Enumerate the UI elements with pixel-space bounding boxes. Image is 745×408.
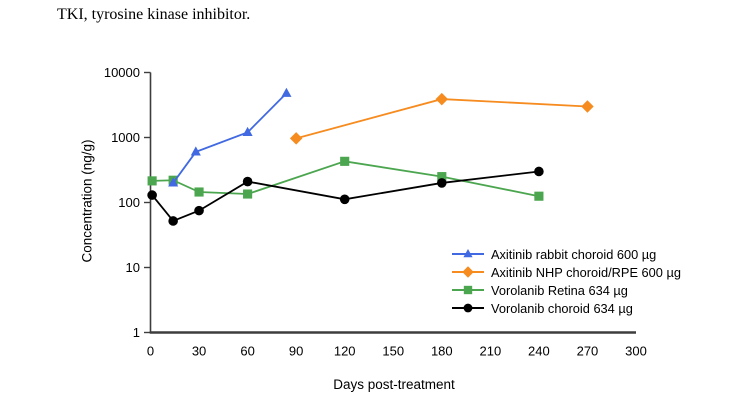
circle-marker-icon xyxy=(463,303,473,313)
square-marker-icon xyxy=(463,285,473,295)
triangle-marker-icon xyxy=(463,248,473,258)
triangle-legend-glyph xyxy=(452,248,484,258)
legend-item-axitinib-rabbit-choroid: Axitinib rabbit choroid 600 µg xyxy=(450,245,681,263)
y-tick-label: 10 xyxy=(126,260,140,275)
y-tick-label: 1000 xyxy=(111,130,140,145)
y-tick-label: 100 xyxy=(118,195,140,210)
legend-item-axitinib-nhp-choroid-rpe: Axitinib NHP choroid/RPE 600 µg xyxy=(450,263,681,281)
series-diamond xyxy=(289,92,594,145)
circle-marker-icon xyxy=(339,194,350,205)
diamond-marker-icon xyxy=(450,264,486,280)
circle-marker-icon xyxy=(194,205,204,216)
square-marker-icon xyxy=(340,156,350,166)
square-marker-icon xyxy=(243,189,253,199)
circle-marker-icon xyxy=(242,176,253,187)
series-triangle xyxy=(168,87,292,187)
legend-label: Vorolanib Retina 634 µg xyxy=(491,282,628,298)
x-tick-label: 210 xyxy=(479,344,501,359)
x-tick-label: 60 xyxy=(240,344,254,359)
square-marker-icon xyxy=(437,172,447,182)
legend-label: Axitinib rabbit choroid 600 µg xyxy=(491,246,657,262)
x-tick-label: 120 xyxy=(334,344,356,359)
triangle-marker-icon xyxy=(242,126,253,136)
square-marker-icon xyxy=(534,191,544,201)
legend-label: Axitinib NHP choroid/RPE 600 µg xyxy=(491,264,681,280)
series-circle xyxy=(147,166,544,226)
x-tick-label: 240 xyxy=(528,344,550,359)
legend-item-vorolanib-choroid: Vorolanib choroid 634 µg xyxy=(450,299,681,317)
legend-label: Vorolanib choroid 634 µg xyxy=(491,300,633,316)
triangle-marker-icon xyxy=(190,146,201,156)
diamond-marker-icon xyxy=(581,100,594,113)
legend-item-vorolanib-retina: Vorolanib Retina 634 µg xyxy=(450,281,681,299)
x-tick-label: 270 xyxy=(577,344,599,359)
diamond-marker-icon xyxy=(462,266,474,278)
x-axis-title: Days post-treatment xyxy=(333,377,455,392)
diamond-legend-glyph xyxy=(452,266,484,278)
x-tick-label: 300 xyxy=(625,344,647,359)
diamond-marker-icon xyxy=(435,92,449,106)
circle-marker-icon xyxy=(450,300,486,316)
square-marker-icon xyxy=(450,282,486,298)
x-tick-label: 180 xyxy=(431,344,453,359)
triangle-marker-icon xyxy=(450,246,486,262)
x-tick-label: 150 xyxy=(382,344,404,359)
x-tick-label: 90 xyxy=(289,344,303,359)
y-tick-label: 10000 xyxy=(104,65,140,80)
x-tick-label: 30 xyxy=(192,344,206,359)
y-axis-title: Concentration (ng/g) xyxy=(79,139,95,263)
y-tick-label: 1 xyxy=(133,325,140,340)
diamond-marker-icon xyxy=(289,132,303,145)
circle-legend-glyph xyxy=(452,303,484,313)
x-tick-label: 0 xyxy=(147,344,154,359)
circle-marker-icon xyxy=(168,216,178,226)
square-marker-icon xyxy=(194,187,204,197)
circle-marker-icon xyxy=(437,178,447,188)
circle-marker-icon xyxy=(534,166,544,177)
figure-footnote: TKI, tyrosine kinase inhibitor. xyxy=(57,6,251,23)
series-line xyxy=(172,92,288,184)
chart-legend: Axitinib rabbit choroid 600 µg Axitinib … xyxy=(450,245,681,317)
circle-marker-icon xyxy=(147,190,157,200)
square-marker-icon xyxy=(147,176,157,186)
triangle-marker-icon xyxy=(281,87,292,97)
square-legend-glyph xyxy=(452,285,484,295)
triangle-marker-icon xyxy=(168,177,179,187)
